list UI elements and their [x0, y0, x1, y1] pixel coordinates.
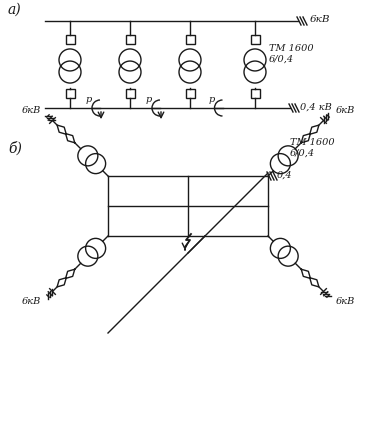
Text: р: р — [86, 95, 92, 104]
Text: 6кВ: 6кВ — [22, 297, 41, 306]
Bar — [126, 89, 134, 97]
Text: б): б) — [8, 141, 22, 155]
Bar — [66, 34, 74, 44]
Bar — [126, 34, 134, 44]
Bar — [185, 34, 195, 44]
Bar — [185, 89, 195, 97]
Bar — [66, 89, 74, 97]
Text: ТМ 1600
6/0,4: ТМ 1600 6/0,4 — [290, 138, 334, 158]
Text: а): а) — [8, 3, 22, 17]
Text: 6кВ: 6кВ — [335, 297, 355, 306]
Text: 0,4 кВ: 0,4 кВ — [300, 102, 332, 112]
Text: 6кВ: 6кВ — [335, 106, 355, 115]
Text: 6кВ: 6кВ — [310, 15, 331, 25]
Bar — [250, 34, 260, 44]
Text: ТМ 1600
6/0,4: ТМ 1600 6/0,4 — [269, 44, 314, 64]
Text: р: р — [146, 95, 152, 104]
Text: 6кВ: 6кВ — [22, 106, 41, 115]
Bar — [250, 89, 260, 97]
Text: р: р — [209, 95, 215, 104]
Text: 0,4: 0,4 — [277, 171, 293, 179]
